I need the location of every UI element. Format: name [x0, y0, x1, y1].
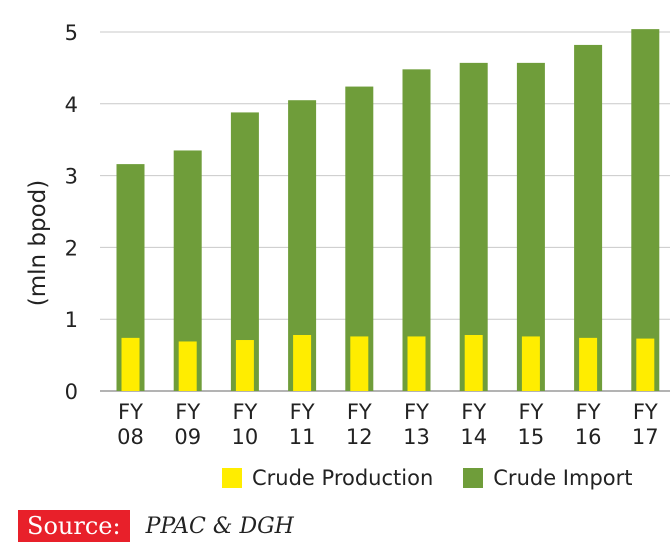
bar-production [579, 337, 598, 391]
y-tick-label: 1 [65, 308, 78, 332]
bar-import [631, 29, 660, 392]
x-tick-label: FY [404, 400, 429, 424]
x-tick-label: FY [232, 400, 257, 424]
y-tick-label: 5 [65, 21, 78, 45]
x-tick-label: 10 [232, 425, 259, 449]
y-tick-label: 3 [65, 165, 78, 189]
y-axis-label: (mln bpod) [25, 180, 51, 307]
source-text: PPAC & DGH [145, 513, 294, 539]
legend-swatch-import [463, 468, 484, 488]
legend-item-import: Crude Import [463, 466, 633, 490]
y-tick-label: 4 [65, 93, 78, 117]
bar-production [521, 336, 540, 391]
bar-production [636, 338, 655, 391]
x-tick-label: FY [175, 400, 200, 424]
x-tick-label: FY [518, 400, 543, 424]
source-line: Source: PPAC & DGH [18, 510, 294, 542]
x-tick-label: FY [290, 400, 315, 424]
x-tick-label: FY [576, 400, 601, 424]
x-tick-label: 16 [575, 425, 602, 449]
bar-production [235, 340, 254, 391]
x-tick-label: FY [461, 400, 486, 424]
bar-production [407, 336, 426, 391]
y-tick-label: 0 [65, 380, 78, 404]
bar-production [293, 334, 312, 391]
x-tick-label: 11 [289, 425, 316, 449]
legend-swatch-production [222, 468, 242, 488]
bar-production [350, 336, 369, 391]
bars [116, 29, 660, 392]
x-tick-label: FY [347, 400, 372, 424]
bar-production [178, 341, 197, 391]
legend-label-import: Crude Import [493, 466, 633, 490]
x-tick-label: 17 [632, 425, 659, 449]
x-tick-label: 08 [117, 425, 144, 449]
x-tick-label: 13 [403, 425, 430, 449]
x-tick-label: FY [118, 400, 143, 424]
legend-item-production: Crude Production [222, 466, 433, 490]
bar-import [574, 44, 603, 391]
legend-label-production: Crude Production [252, 466, 434, 490]
bar-production [464, 334, 483, 391]
y-tick-labels: 0 1 2 3 4 5 [65, 21, 78, 404]
bar-production [121, 337, 140, 391]
legend: Crude Production Crude Import [222, 466, 651, 490]
x-tick-label: 14 [460, 425, 487, 449]
y-tick-label: 2 [65, 236, 78, 260]
x-tick-label: 12 [346, 425, 373, 449]
x-tick-label: 15 [518, 425, 545, 449]
bar-import [516, 62, 545, 392]
x-tick-label: FY [633, 400, 658, 424]
x-tick-label: 09 [174, 425, 201, 449]
source-badge: Source: [18, 510, 130, 542]
